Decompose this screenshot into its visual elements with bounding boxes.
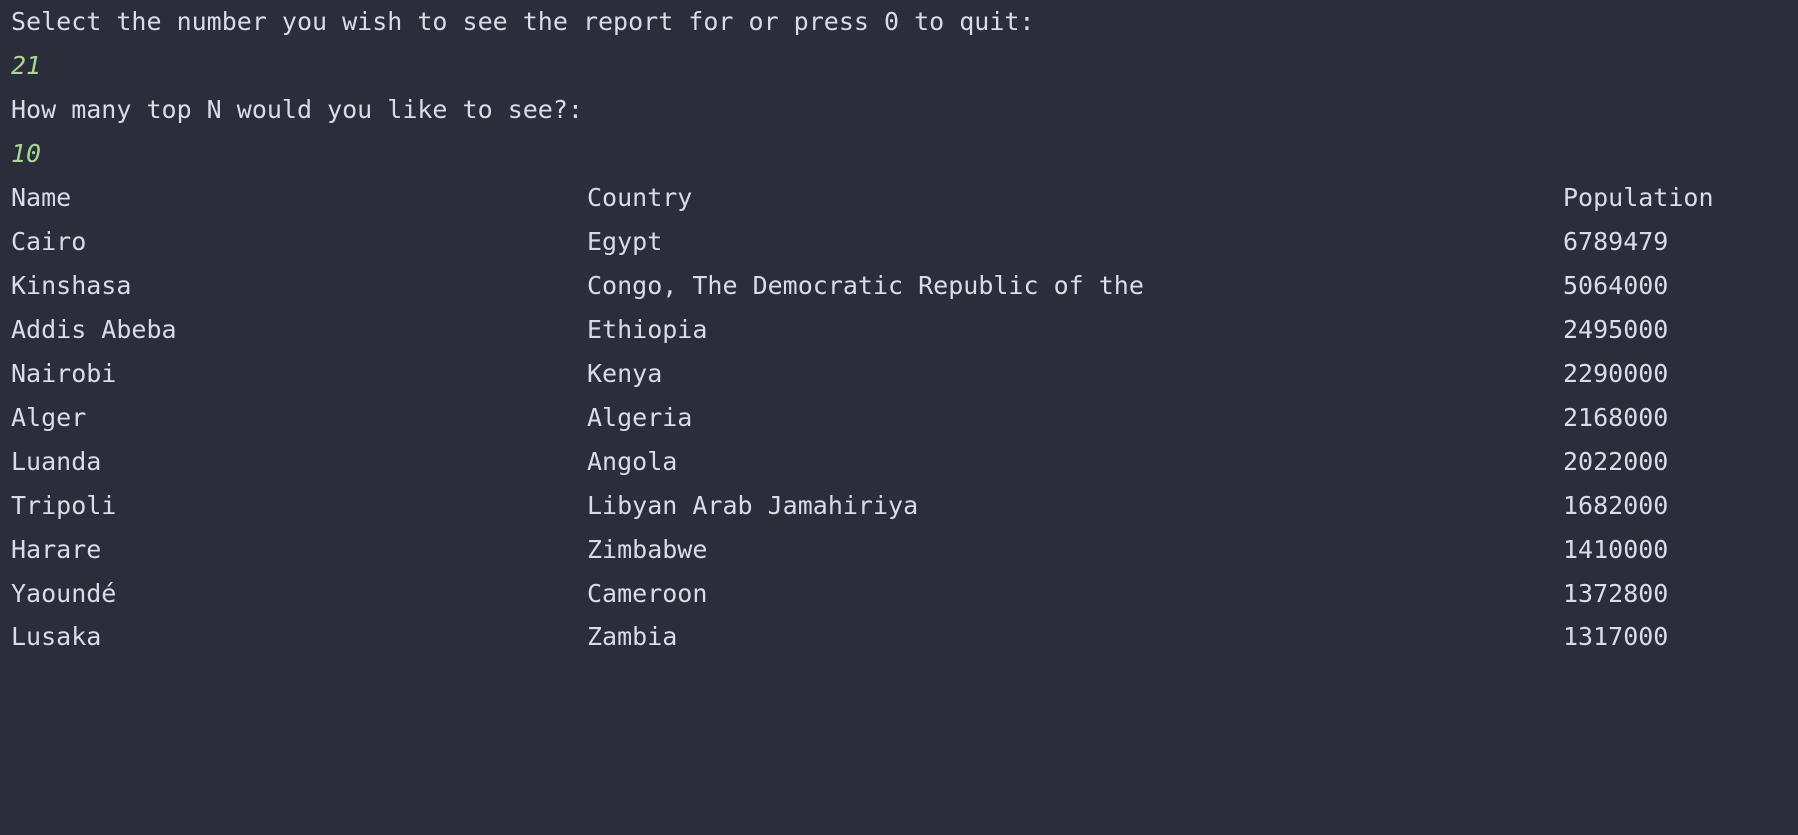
table-row: Luanda Angola 2022000 [0, 440, 1798, 484]
country-name: Libyan Arab Jamahiriya [587, 491, 919, 520]
top-n-input-echo: 10 [11, 139, 42, 168]
population-value: 6789479 [1563, 227, 1669, 256]
city-name: Yaoundé [11, 579, 117, 608]
country-name: Kenya [587, 359, 663, 388]
population-value: 2022000 [1563, 447, 1669, 476]
city-name: Luanda [11, 447, 102, 476]
country-name: Zimbabwe [587, 535, 708, 564]
country-name: Angola [587, 447, 678, 476]
city-name: Harare [11, 535, 102, 564]
city-name: Lusaka [11, 622, 102, 651]
table-row: Kinshasa Congo, The Democratic Republic … [0, 264, 1798, 308]
country-name: Congo, The Democratic Republic of the [587, 271, 1144, 300]
population-value: 2290000 [1563, 359, 1669, 388]
report-number-input-echo: 21 [11, 51, 42, 80]
population-value: 2495000 [1563, 315, 1669, 344]
table-row: Alger Algeria 2168000 [0, 396, 1798, 440]
console-output: Select the number you wish to see the re… [0, 7, 1798, 659]
country-name: Ethiopia [587, 315, 708, 344]
top-n-prompt: How many top N would you like to see?: [11, 95, 583, 124]
population-value: 1410000 [1563, 535, 1669, 564]
column-header-country: Country [587, 183, 693, 212]
table-row: Cairo Egypt 6789479 [0, 220, 1798, 264]
population-value: 1682000 [1563, 491, 1669, 520]
table-row: Nairobi Kenya 2290000 [0, 352, 1798, 396]
table-row: Lusaka Zambia 1317000 [0, 615, 1798, 659]
city-name: Cairo [11, 227, 87, 256]
column-header-population: Population [1563, 183, 1714, 212]
city-name: Tripoli [11, 491, 117, 520]
city-name: Nairobi [11, 359, 117, 388]
population-value: 1317000 [1563, 622, 1669, 651]
population-value: 2168000 [1563, 403, 1669, 432]
table-header-row: Name Country Population [0, 176, 1798, 220]
table-row: Yaoundé Cameroon 1372800 [0, 572, 1798, 616]
country-name: Cameroon [587, 579, 708, 608]
population-value: 5064000 [1563, 271, 1669, 300]
table-row: Tripoli Libyan Arab Jamahiriya 1682000 [0, 484, 1798, 528]
table-row: Harare Zimbabwe 1410000 [0, 528, 1798, 572]
city-name: Alger [11, 403, 87, 432]
city-name: Kinshasa [11, 271, 132, 300]
city-name: Addis Abeba [11, 315, 177, 344]
population-value: 1372800 [1563, 579, 1669, 608]
country-name: Egypt [587, 227, 663, 256]
column-header-name: Name [11, 183, 72, 212]
country-name: Zambia [587, 622, 678, 651]
table-row: Addis Abeba Ethiopia 2495000 [0, 308, 1798, 352]
country-name: Algeria [587, 403, 693, 432]
report-prompt: Select the number you wish to see the re… [11, 7, 1035, 36]
